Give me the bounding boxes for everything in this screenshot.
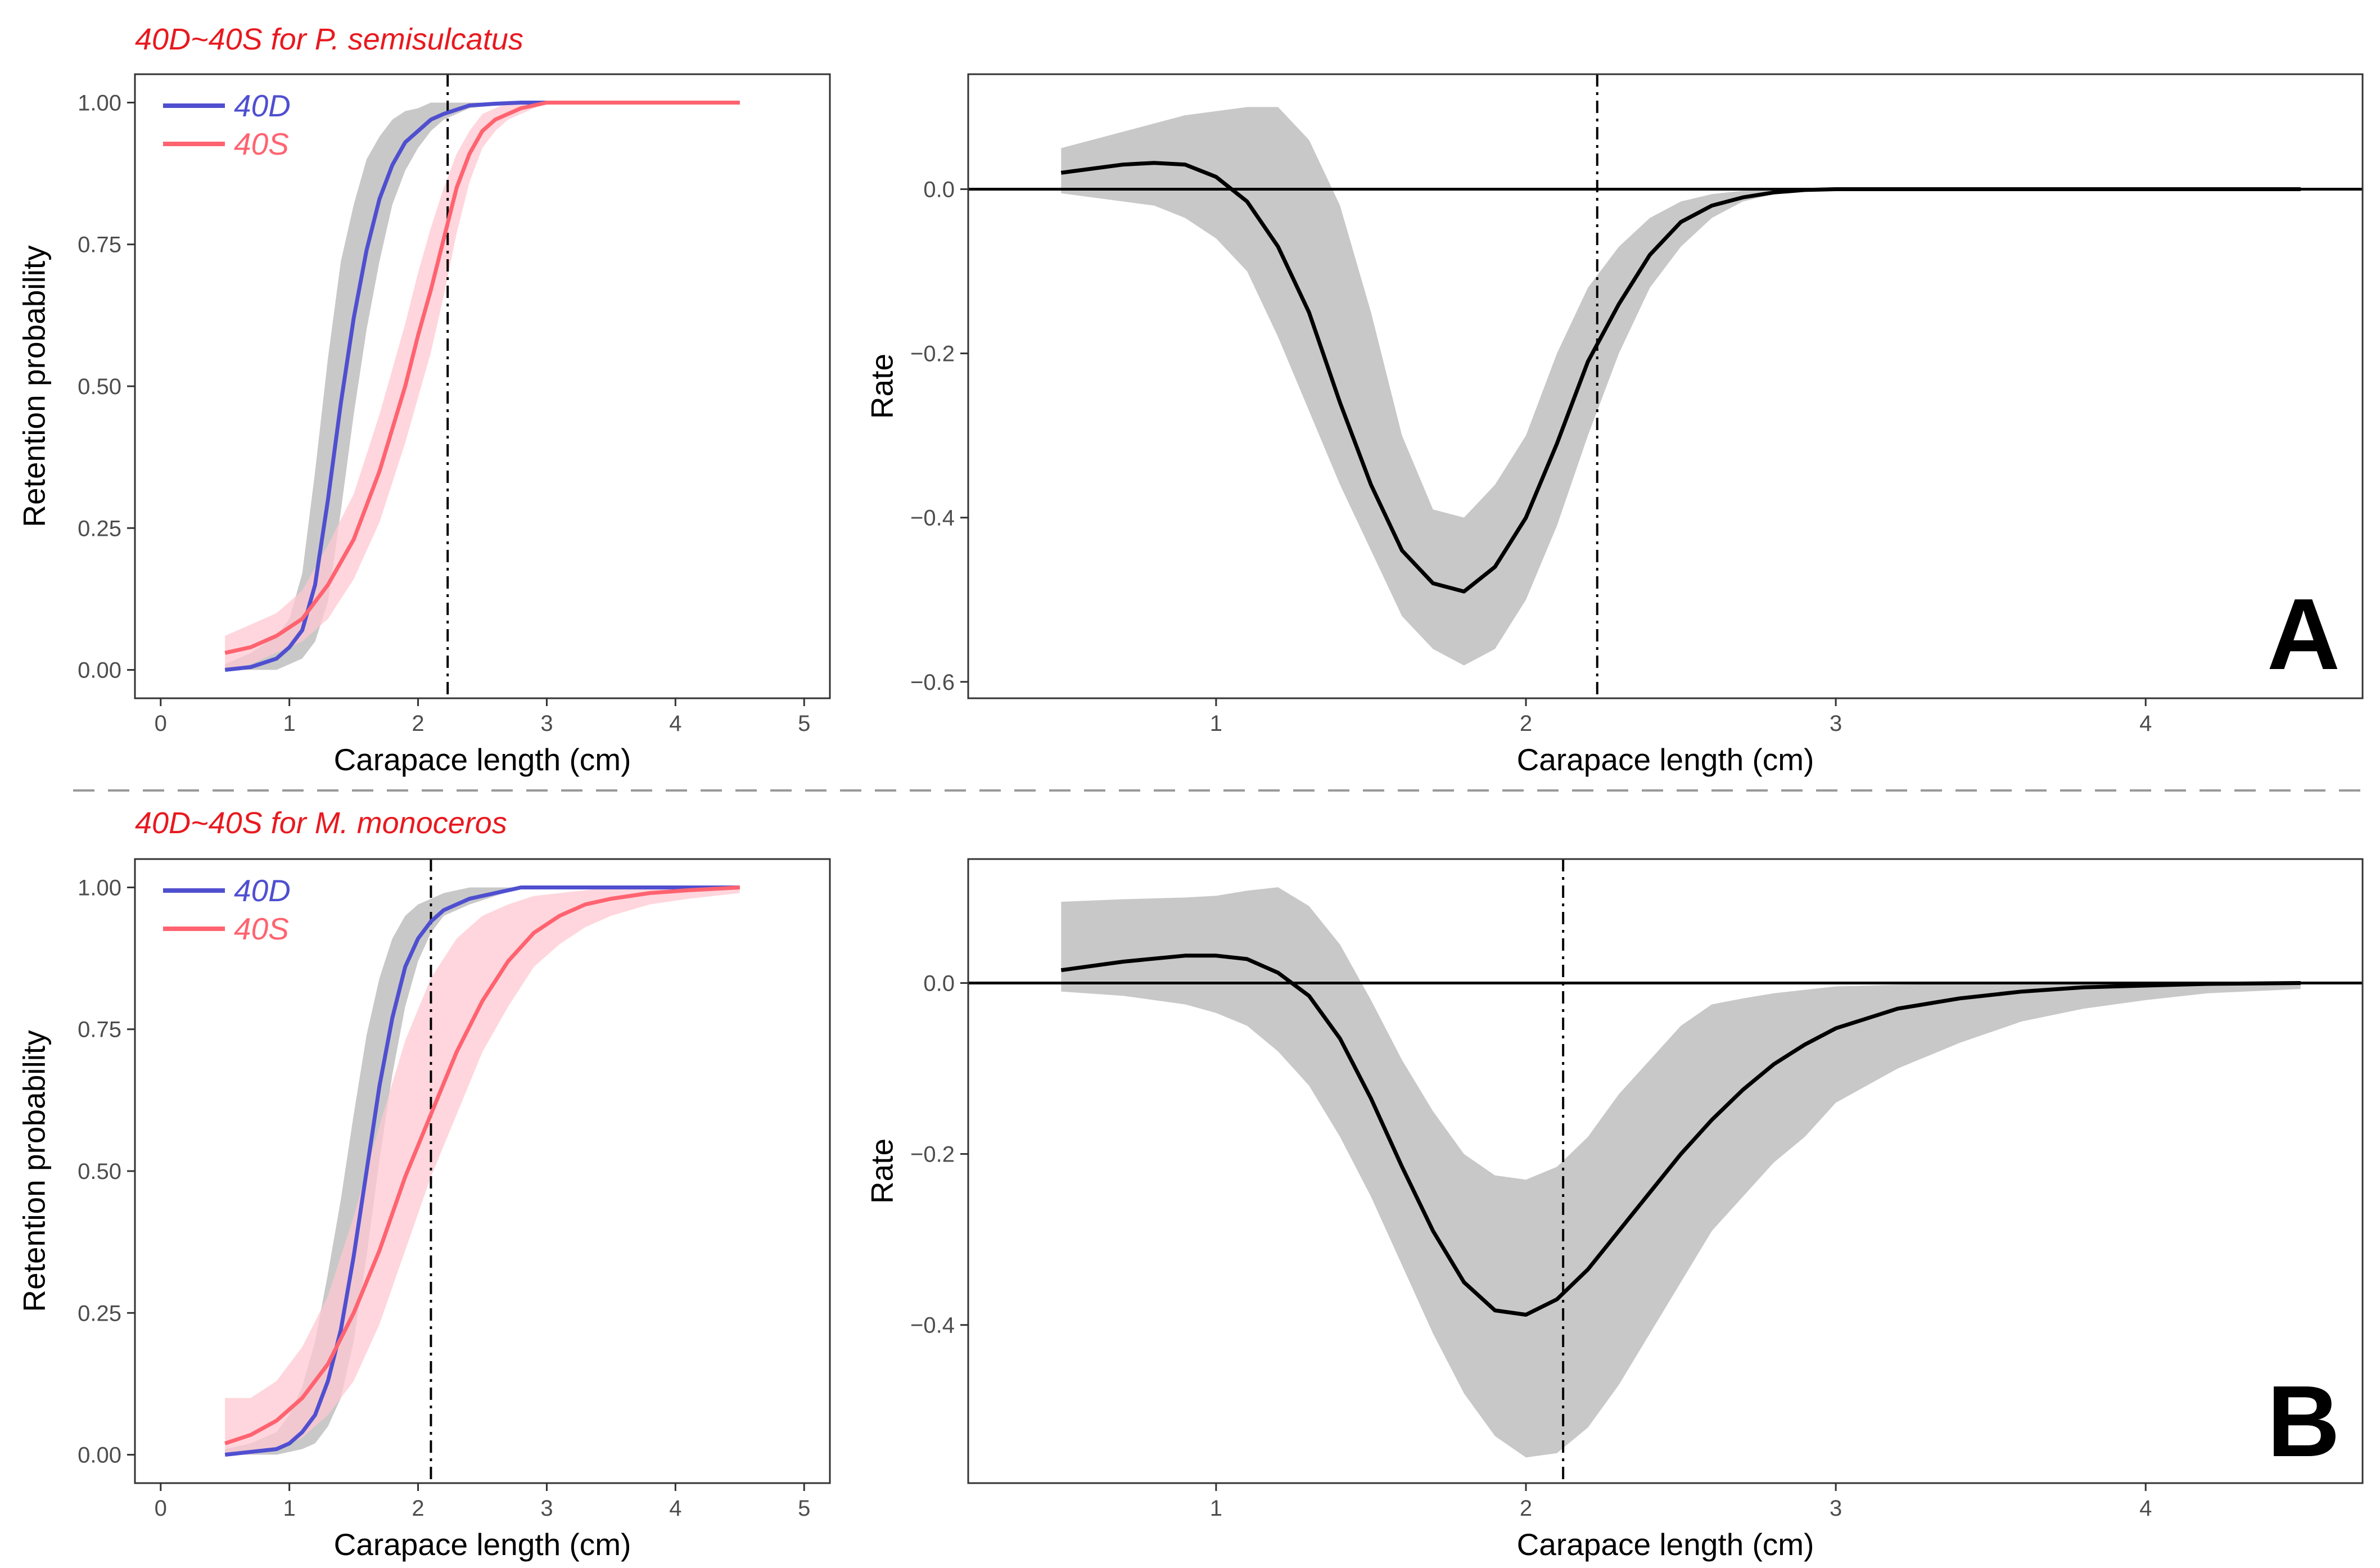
series-line-difference	[1060, 954, 2301, 1317]
y-tick-label: 1.00	[78, 91, 121, 115]
x-tick-label: 3	[540, 711, 553, 736]
x-axis-title: Carapace length (cm)	[334, 742, 631, 777]
x-tick-label: 3	[540, 1496, 553, 1521]
y-tick-label: −0.4	[910, 506, 955, 531]
x-tick-label: 2	[412, 1496, 424, 1521]
y-axis-title: Rate	[864, 1138, 899, 1204]
y-tick-label: −0.2	[910, 1142, 955, 1167]
x-tick-label: 0	[155, 1496, 167, 1521]
y-tick-label: 0.50	[78, 374, 121, 399]
legend-label-40d: 40D	[234, 88, 291, 123]
series-line-40s	[224, 885, 740, 1445]
series-line-40s	[224, 101, 740, 655]
y-tick-label: −0.6	[910, 670, 955, 695]
panel-title: 40D~40S for M. monoceros	[135, 806, 507, 840]
confidence-band-difference	[1061, 107, 2301, 666]
x-axis-title: Carapace length (cm)	[334, 1527, 631, 1562]
x-tick-label: 4	[669, 1496, 681, 1521]
series-line-40d	[224, 885, 740, 1457]
y-tick-label: 0.50	[78, 1159, 121, 1184]
x-tick-label: 2	[1520, 1496, 1532, 1521]
x-tick-label: 0	[155, 711, 167, 736]
x-tick-label: 3	[1830, 711, 1842, 736]
y-tick-label: 0.75	[78, 233, 121, 257]
x-tick-label: 1	[1210, 1496, 1222, 1521]
y-tick-label: 0.0	[923, 177, 955, 202]
y-axis-title: Retention probability	[16, 1030, 51, 1312]
x-tick-label: 2	[1520, 711, 1532, 736]
x-tick-label: 2	[412, 711, 424, 736]
chart-b-left: 0 1 2 3 4 5 0.00 0.25 0.50 0.75 1.00 Carapace lengt…	[16, 806, 831, 1562]
panel-border	[967, 73, 2364, 699]
x-tick-label: 1	[283, 711, 296, 736]
chart-b-right: 1 2 3 4 0.0 −0.2 −0.4 Carapace length (cm) Rate B	[864, 858, 2364, 1562]
series-line-difference	[1060, 161, 2301, 594]
x-tick-label: 1	[283, 1496, 296, 1521]
panel-letter: A	[2267, 578, 2340, 691]
x-tick-label: 3	[1830, 1496, 1842, 1521]
plot-area	[968, 74, 2363, 698]
chart-a-right: 1 2 3 4 0.0 −0.2 −0.4 −0.6 Carapace length (cm) R…	[864, 73, 2364, 777]
legend-label-40d: 40D	[234, 873, 291, 908]
y-tick-label: 0.00	[78, 658, 121, 683]
x-tick-label: 4	[2139, 711, 2152, 736]
y-tick-label: 0.0	[923, 971, 955, 996]
panel-border	[967, 858, 2364, 1484]
y-axis-title: Rate	[864, 354, 899, 419]
y-tick-label: −0.4	[910, 1313, 955, 1338]
chart-a-left: 0 1 2 3 4 5 0.00 0.25 0.50 0.75 1.00 Carapace lengt…	[16, 22, 831, 777]
y-tick-label: 0.75	[78, 1018, 121, 1042]
x-axis-title: Carapace length (cm)	[1517, 1527, 1814, 1562]
confidence-band-40s	[225, 102, 740, 670]
confidence-band-40d	[225, 102, 740, 670]
y-tick-label: 0.00	[78, 1443, 121, 1468]
x-tick-label: 1	[1210, 711, 1222, 736]
y-tick-label: 0.25	[78, 1301, 121, 1326]
panel-letter: B	[2267, 1365, 2340, 1478]
series-line-40d	[224, 101, 740, 672]
plot-area	[224, 74, 740, 698]
plot-area	[968, 859, 2363, 1483]
x-axis-title: Carapace length (cm)	[1517, 742, 1814, 777]
panel-title: 40D~40S for P. semisulcatus	[135, 22, 523, 56]
y-axis-title: Retention probability	[16, 245, 51, 527]
y-tick-label: 0.25	[78, 516, 121, 541]
x-tick-label: 4	[669, 711, 681, 736]
x-tick-label: 5	[798, 1496, 810, 1521]
confidence-band-difference	[1061, 887, 2301, 1458]
legend-label-40s: 40S	[234, 911, 289, 946]
plot-area	[224, 859, 740, 1483]
y-tick-label: 1.00	[78, 875, 121, 900]
legend-label-40s: 40S	[234, 126, 289, 161]
x-tick-label: 4	[2139, 1496, 2152, 1521]
x-tick-label: 5	[798, 711, 810, 736]
y-tick-label: −0.2	[910, 342, 955, 367]
